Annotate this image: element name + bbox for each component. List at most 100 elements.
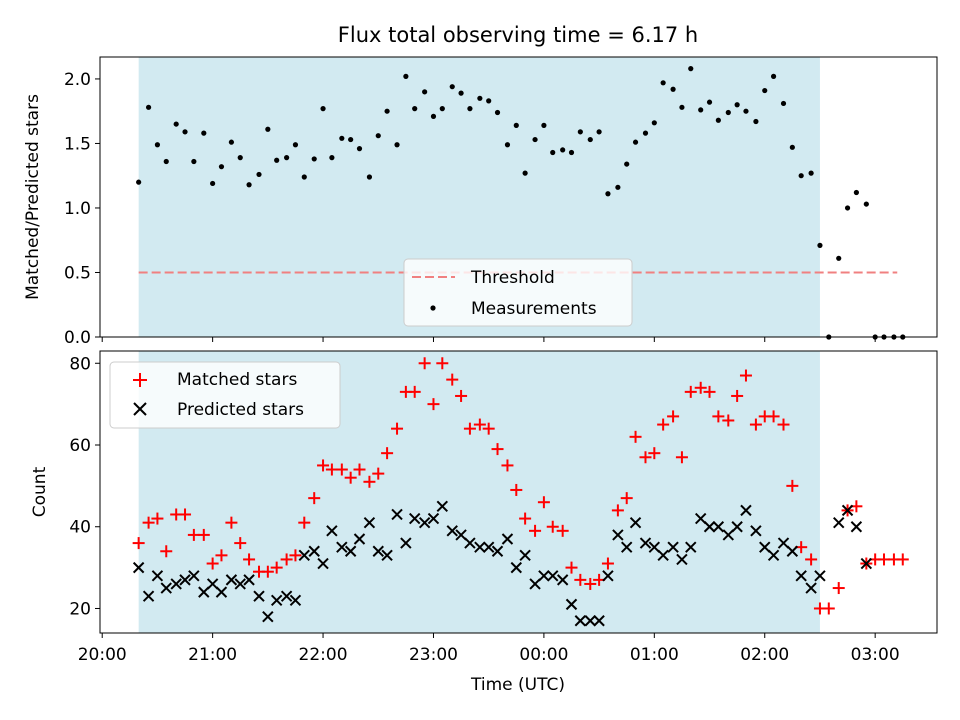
measurement-point [568, 149, 575, 156]
predicted-star-point [805, 582, 817, 594]
matched-star-point [261, 565, 274, 578]
bottom-x-tick-label: 00:00 [519, 645, 568, 665]
measurement-point [587, 136, 593, 143]
measurement-point [688, 66, 694, 72]
measurement-point [210, 180, 216, 187]
bottom-x-tick-label: 01:00 [630, 645, 679, 665]
predicted-star-point [722, 529, 735, 541]
predicted-star-point [436, 500, 449, 513]
matched-star-point [298, 516, 311, 529]
predicted-star-point [188, 570, 200, 582]
matched-star-point [353, 463, 366, 476]
matched-star-point [739, 369, 752, 382]
matched-star-point [648, 447, 661, 460]
predicted-star-point [519, 549, 531, 562]
matched-star-point [446, 373, 459, 386]
bottom-x-tick-label: 23:00 [409, 645, 458, 665]
predicted-star-point [381, 549, 393, 562]
measurement-point [191, 158, 197, 165]
measurement-point [403, 73, 409, 79]
predicted-star-point [612, 529, 624, 541]
measurement-point [651, 120, 657, 126]
measurement-point [356, 146, 363, 152]
measurement-point [366, 174, 373, 180]
predicted-star-point [621, 541, 633, 553]
measurement-point [136, 179, 142, 185]
predicted-star-point [685, 541, 697, 553]
measurement-point [320, 106, 326, 112]
matched-star-point [132, 537, 145, 550]
matched-star-point [537, 496, 550, 509]
measurement-point [284, 155, 290, 161]
bottom-x-ticks: 20:00 21:00 22:00 23:00 00:00 01:00 02:00 03:00 [78, 633, 900, 665]
predicted-star-point [206, 578, 219, 590]
predicted-star-point [750, 525, 762, 537]
predicted-star-point [657, 549, 669, 562]
matched-star-point [832, 582, 845, 595]
matched-star-point [675, 451, 688, 464]
predicted-star-point [474, 541, 486, 553]
matched-star-point [335, 463, 348, 476]
predicted-star-point [841, 504, 854, 517]
matched-star-point [822, 602, 835, 615]
predicted-star-point [464, 537, 476, 549]
matched-star-point [363, 475, 376, 488]
bottom-x-tick-label: 02:00 [740, 645, 789, 665]
bottom-y-tick-label: 20 [69, 599, 91, 619]
matched-star-point [418, 357, 431, 370]
measurement-point [228, 139, 235, 145]
bottom-y-axis-label: Count [30, 466, 50, 517]
bottom-x-tick-label: 03:00 [851, 645, 900, 665]
measurement-point [670, 86, 676, 92]
bottom-x-tick-label: 20:00 [78, 645, 127, 665]
top-x-ticks [101, 337, 876, 342]
matched-star-point [712, 410, 725, 423]
predicted-star-point [593, 615, 605, 627]
matched-star-point [639, 451, 652, 464]
predicted-star-point [418, 516, 431, 529]
matched-star-point [584, 577, 597, 590]
predicted-star-point [151, 570, 164, 582]
measurement-point [596, 129, 602, 135]
top-y-tick-label: 1.0 [64, 199, 91, 219]
top-y-tick-label: 0.5 [64, 263, 91, 283]
top-y-tick-label: 2.0 [64, 70, 91, 90]
predicted-star-point [740, 504, 752, 517]
measurement-point [145, 104, 152, 110]
measurement-point [863, 201, 869, 207]
matched-star-point [473, 418, 486, 431]
predicted-star-point [777, 537, 790, 549]
matched-star-point [197, 528, 210, 541]
measurement-point [458, 90, 464, 96]
predicted-star-point [529, 578, 541, 590]
measurement-point [541, 122, 547, 128]
matched-star-point [574, 573, 587, 586]
measurement-point [154, 142, 161, 148]
measurement-point [624, 161, 630, 167]
bottom-y-tick-label: 80 [69, 354, 91, 374]
top-y-tick-label: 0.0 [64, 328, 91, 348]
measurement-point [605, 191, 611, 197]
measurement-point [706, 99, 713, 105]
predicted-star-point [132, 561, 145, 574]
measurement-point [348, 136, 354, 143]
measurement-point [292, 142, 299, 148]
matched-star-point [556, 524, 569, 537]
predicted-star-point [629, 516, 642, 529]
bottom-y-ticks: 20 40 60 80 [69, 354, 100, 619]
matched-star-point [722, 414, 735, 427]
measurement-point [770, 73, 777, 79]
measurement-point [477, 95, 483, 101]
predicted-star-point [491, 545, 504, 557]
legend-predicted-swatch [133, 402, 147, 416]
measurement-point [522, 170, 528, 176]
measurement-point [265, 126, 271, 132]
chart-title: Flux total observing time = 6.17 h [338, 23, 698, 47]
measurement-point [384, 108, 390, 114]
measurement-point [642, 130, 649, 136]
predicted-star-point [648, 541, 661, 553]
matched-star-point [344, 471, 357, 484]
matched-star-point [703, 385, 716, 398]
matched-star-point [601, 557, 614, 570]
predicted-star-point [372, 545, 384, 557]
